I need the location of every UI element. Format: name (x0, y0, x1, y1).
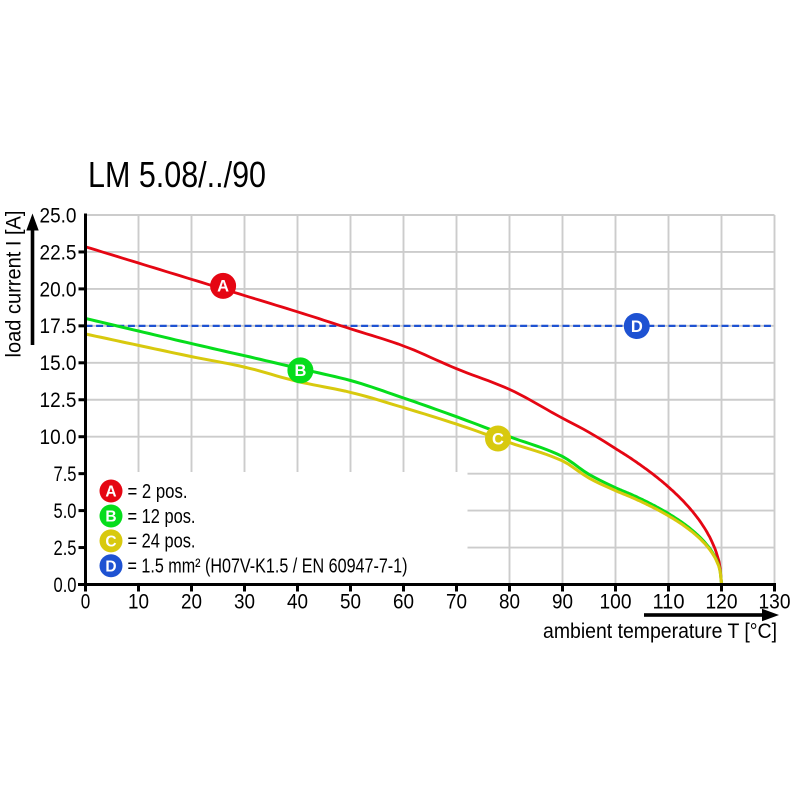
svg-text:7.5: 7.5 (54, 463, 77, 486)
svg-text:15.0: 15.0 (40, 352, 77, 375)
svg-text:130: 130 (759, 591, 791, 614)
svg-text:= 12 pos.: = 12 pos. (128, 506, 196, 528)
svg-text:B: B (105, 509, 116, 526)
svg-text:80: 80 (499, 591, 520, 614)
svg-text:C: C (105, 533, 116, 550)
svg-text:22.5: 22.5 (40, 241, 77, 264)
svg-text:10: 10 (128, 591, 149, 614)
svg-text:D: D (631, 318, 643, 336)
svg-text:A: A (105, 484, 116, 501)
svg-text:= 24 pos.: = 24 pos. (128, 531, 196, 553)
svg-text:120: 120 (706, 591, 738, 614)
svg-text:90: 90 (552, 591, 573, 614)
svg-text:110: 110 (653, 591, 685, 614)
svg-text:LM 5.08/../90: LM 5.08/../90 (88, 154, 266, 195)
svg-text:5.0: 5.0 (54, 500, 77, 523)
svg-text:10.0: 10.0 (40, 426, 77, 449)
svg-text:load current I [A]: load current I [A] (3, 211, 26, 358)
svg-text:12.5: 12.5 (40, 389, 77, 412)
svg-text:0: 0 (81, 591, 91, 614)
svg-text:= 2 pos.: = 2 pos. (128, 481, 188, 503)
svg-text:60: 60 (393, 591, 414, 614)
svg-text:= 1.5 mm² (H07V-K1.5 / EN 6094: = 1.5 mm² (H07V-K1.5 / EN 60947-7-1) (128, 556, 408, 578)
svg-text:25.0: 25.0 (40, 204, 77, 227)
svg-text:C: C (492, 430, 504, 448)
svg-text:D: D (105, 558, 116, 575)
svg-text:50: 50 (340, 591, 361, 614)
svg-text:17.5: 17.5 (40, 315, 77, 338)
svg-text:2.5: 2.5 (54, 537, 77, 560)
svg-text:40: 40 (287, 591, 308, 614)
svg-text:A: A (217, 278, 229, 296)
svg-text:100: 100 (600, 591, 632, 614)
svg-text:ambient temperature T [°C]: ambient temperature T [°C] (543, 620, 777, 643)
svg-text:B: B (294, 362, 306, 380)
svg-text:20.0: 20.0 (40, 278, 77, 301)
svg-text:70: 70 (446, 591, 467, 614)
svg-text:0.0: 0.0 (54, 574, 77, 597)
svg-text:30: 30 (234, 591, 255, 614)
svg-text:20: 20 (181, 591, 202, 614)
